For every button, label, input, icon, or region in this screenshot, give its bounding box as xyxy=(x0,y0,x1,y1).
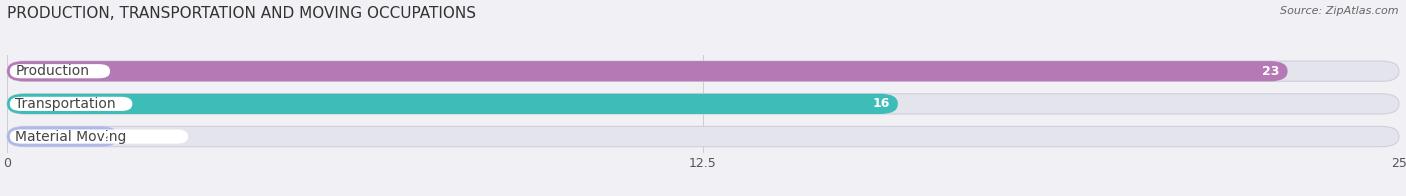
FancyBboxPatch shape xyxy=(7,61,1399,81)
Text: 16: 16 xyxy=(872,97,890,110)
Text: PRODUCTION, TRANSPORTATION AND MOVING OCCUPATIONS: PRODUCTION, TRANSPORTATION AND MOVING OC… xyxy=(7,6,477,21)
FancyBboxPatch shape xyxy=(7,126,118,147)
Text: Transportation: Transportation xyxy=(15,97,117,111)
FancyBboxPatch shape xyxy=(7,61,1288,81)
Text: Source: ZipAtlas.com: Source: ZipAtlas.com xyxy=(1281,6,1399,16)
Text: Material Moving: Material Moving xyxy=(15,130,127,143)
Text: 23: 23 xyxy=(1263,65,1279,78)
FancyBboxPatch shape xyxy=(7,126,1399,147)
FancyBboxPatch shape xyxy=(7,94,898,114)
FancyBboxPatch shape xyxy=(10,64,110,78)
FancyBboxPatch shape xyxy=(10,97,132,111)
FancyBboxPatch shape xyxy=(10,130,188,144)
FancyBboxPatch shape xyxy=(7,94,1399,114)
Text: 2: 2 xyxy=(101,130,110,143)
Text: Production: Production xyxy=(15,64,90,78)
